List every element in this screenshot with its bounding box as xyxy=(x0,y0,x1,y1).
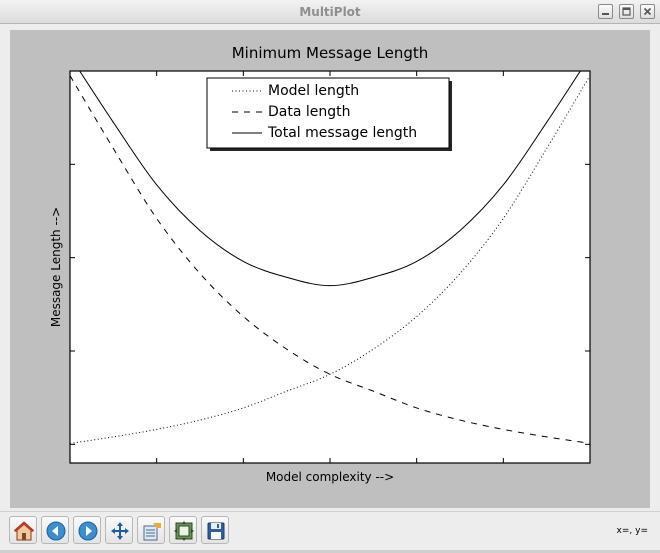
close-icon xyxy=(643,7,652,16)
window-bottom-edge xyxy=(0,550,660,553)
window-title: MultiPlot xyxy=(299,5,361,19)
y-axis-label: Message Length --> xyxy=(49,207,63,327)
axes-frame xyxy=(69,70,591,464)
chart-title: Minimum Message Length xyxy=(232,44,429,62)
series-line-model-length xyxy=(70,75,590,444)
cursor-coordinates: x=, y= xyxy=(616,526,648,536)
floppy-disk-icon xyxy=(207,522,225,540)
forward-arrow-icon xyxy=(78,521,98,541)
series-line-total-message-length xyxy=(79,71,581,287)
chart-figure: Minimum Message Length Model complexity … xyxy=(49,44,591,484)
legend-label-model-length: Model length xyxy=(268,83,359,99)
minimize-icon xyxy=(602,13,609,15)
forward-button[interactable] xyxy=(73,516,101,544)
maximize-button[interactable] xyxy=(619,4,634,19)
legend-label-total-length: Total message length xyxy=(267,125,417,141)
zoom-button[interactable] xyxy=(137,516,165,544)
x-axis-label: Model complexity --> xyxy=(266,470,394,484)
toolbar-divider xyxy=(0,511,660,512)
minimize-button[interactable] xyxy=(598,4,613,19)
subplots-icon xyxy=(174,521,194,541)
home-icon xyxy=(13,521,35,541)
back-arrow-icon xyxy=(46,521,66,541)
home-button[interactable] xyxy=(9,516,37,544)
pan-button[interactable] xyxy=(105,516,133,544)
plot-canvas[interactable]: Minimum Message Length Model complexity … xyxy=(10,30,650,508)
back-button[interactable] xyxy=(41,516,69,544)
zoom-rect-icon xyxy=(143,523,161,541)
legend: Model length Data length Total message l… xyxy=(206,77,452,151)
legend-box xyxy=(206,77,450,149)
subplots-button[interactable] xyxy=(169,516,197,544)
save-button[interactable] xyxy=(201,516,229,544)
close-button[interactable] xyxy=(640,4,655,19)
window-titlebar: MultiPlot xyxy=(0,0,660,24)
legend-label-data-length: Data length xyxy=(268,104,351,120)
pan-arrows-icon xyxy=(111,522,129,540)
maximize-icon xyxy=(622,7,631,16)
